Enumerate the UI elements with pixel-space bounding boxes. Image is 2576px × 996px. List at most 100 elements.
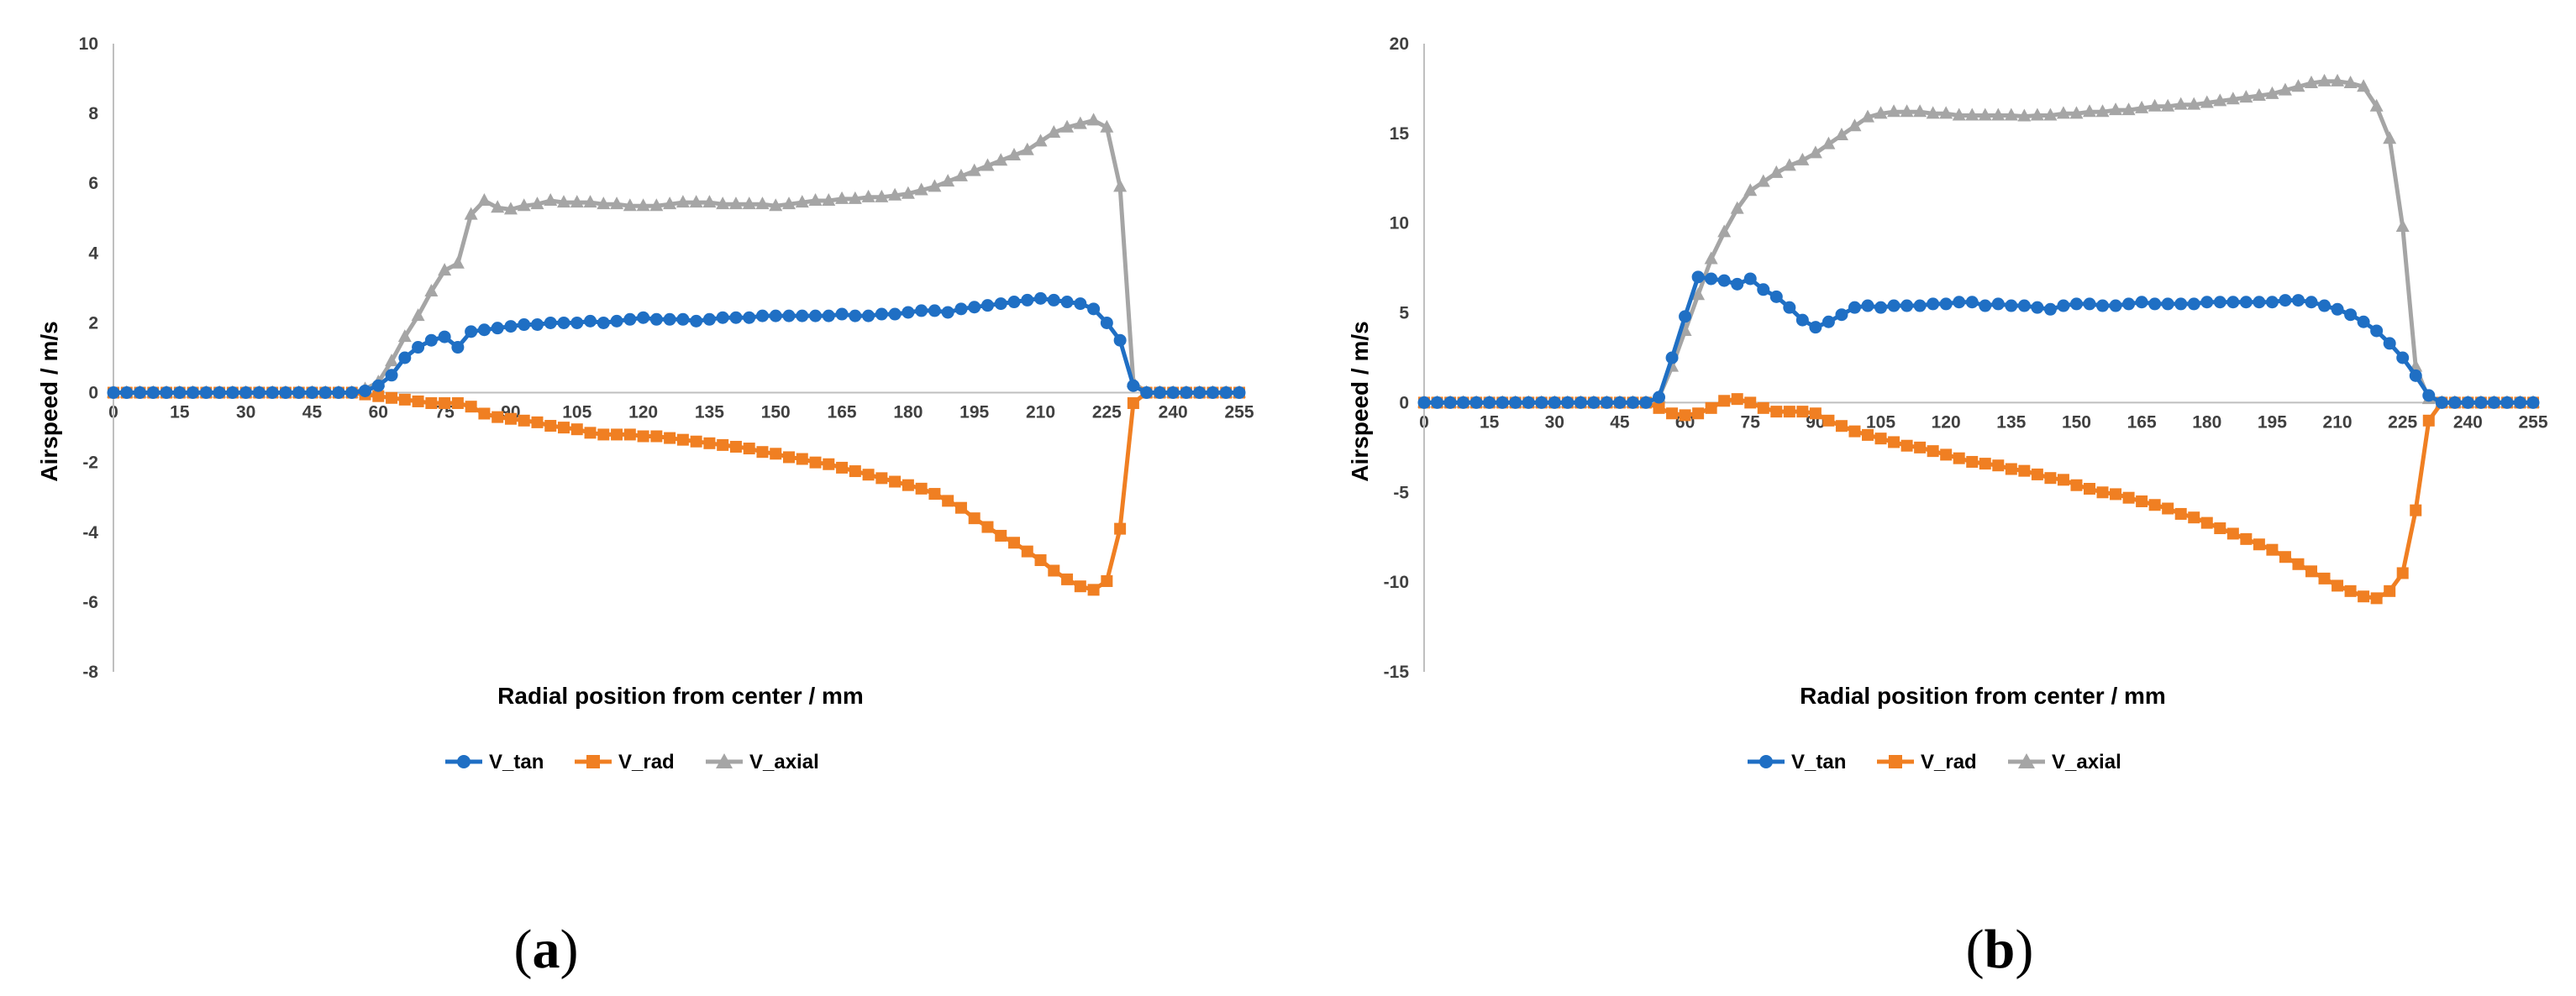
data-point bbox=[2448, 396, 2462, 409]
data-point bbox=[239, 386, 253, 400]
data-point bbox=[1769, 165, 1784, 178]
data-point bbox=[1060, 296, 1074, 309]
data-point bbox=[914, 182, 928, 196]
data-point bbox=[861, 189, 875, 202]
data-point bbox=[544, 420, 557, 432]
data-point bbox=[2317, 73, 2332, 86]
x-tick-label: 240 bbox=[2453, 412, 2483, 432]
data-point bbox=[1705, 272, 1718, 286]
data-point bbox=[386, 391, 398, 404]
x-tick-label: 135 bbox=[1996, 412, 2026, 432]
data-point bbox=[1600, 396, 1613, 409]
data-point bbox=[530, 318, 544, 332]
data-point bbox=[2396, 351, 2410, 364]
y-tick-label: -15 bbox=[1384, 663, 1410, 682]
data-point bbox=[2110, 488, 2122, 501]
data-point bbox=[1978, 107, 1992, 121]
series-v-axial bbox=[107, 113, 1246, 398]
data-point bbox=[2017, 299, 2031, 312]
data-point bbox=[1140, 386, 1154, 400]
data-point bbox=[1665, 351, 1679, 364]
x-tick-label: 210 bbox=[1026, 403, 1055, 422]
data-point bbox=[1861, 109, 1874, 123]
data-point bbox=[1691, 287, 1706, 301]
data-point bbox=[1561, 396, 1575, 409]
x-axis-title: Radial position from center / mm bbox=[1800, 683, 2166, 709]
data-point bbox=[2017, 108, 2032, 122]
data-point bbox=[676, 312, 690, 326]
data-point bbox=[2200, 516, 2213, 529]
data-point bbox=[2331, 302, 2344, 316]
data-point bbox=[1113, 179, 1128, 192]
data-point bbox=[2383, 131, 2397, 144]
data-point bbox=[1691, 270, 1705, 284]
data-point bbox=[1087, 302, 1101, 316]
data-point bbox=[702, 312, 716, 326]
legend-marker-v-tan bbox=[457, 755, 471, 768]
data-point bbox=[371, 379, 385, 392]
data-point bbox=[888, 187, 902, 201]
data-point bbox=[1718, 395, 1731, 407]
data-point bbox=[649, 312, 663, 326]
data-point bbox=[531, 416, 544, 428]
data-point bbox=[2174, 97, 2188, 110]
data-point bbox=[1166, 386, 1180, 400]
data-point bbox=[478, 407, 491, 420]
data-point bbox=[1233, 386, 1246, 400]
data-point bbox=[862, 309, 875, 322]
series-v-tan bbox=[107, 291, 1246, 400]
data-point bbox=[504, 412, 517, 425]
data-point bbox=[451, 341, 465, 354]
data-point bbox=[544, 193, 558, 206]
data-point bbox=[1443, 396, 1457, 409]
data-point bbox=[1034, 554, 1047, 567]
data-point bbox=[504, 320, 518, 333]
data-point bbox=[915, 482, 928, 495]
data-point bbox=[1952, 107, 1966, 121]
data-point bbox=[610, 314, 623, 328]
data-point bbox=[570, 423, 583, 436]
y-tick-label: -8 bbox=[82, 663, 98, 682]
y-tick-label: -5 bbox=[1393, 483, 1409, 502]
data-point bbox=[2435, 396, 2448, 409]
data-point bbox=[1913, 299, 1927, 312]
y-tick-label: 15 bbox=[1390, 124, 1410, 144]
data-point bbox=[1483, 396, 1496, 409]
data-point bbox=[439, 397, 451, 410]
data-point bbox=[517, 198, 531, 212]
data-point bbox=[1769, 290, 1783, 303]
data-point bbox=[623, 428, 636, 441]
data-point bbox=[743, 443, 755, 455]
data-point bbox=[980, 299, 994, 312]
data-point bbox=[2057, 299, 2070, 312]
data-point bbox=[1953, 296, 1966, 309]
data-point bbox=[1861, 299, 1874, 312]
data-point bbox=[690, 314, 703, 328]
data-point bbox=[372, 390, 385, 402]
data-point bbox=[1743, 183, 1758, 197]
data-point bbox=[981, 521, 994, 533]
data-point bbox=[2187, 97, 2201, 110]
data-point bbox=[649, 198, 664, 212]
x-tick-label: 105 bbox=[1866, 412, 1895, 432]
y-tick-label: 10 bbox=[1390, 214, 1409, 233]
y-tick-label: -10 bbox=[1384, 573, 1409, 592]
data-point bbox=[2044, 472, 2057, 485]
data-point bbox=[1914, 441, 1927, 453]
y-tick-label: 2 bbox=[88, 313, 98, 333]
data-point bbox=[1127, 397, 1139, 410]
y-tick-label: 5 bbox=[1399, 304, 1409, 323]
data-point bbox=[716, 197, 730, 210]
x-tick-label: 150 bbox=[761, 403, 791, 422]
data-point bbox=[345, 386, 359, 400]
data-point bbox=[385, 354, 399, 367]
data-point bbox=[597, 428, 610, 441]
data-point bbox=[1639, 396, 1653, 409]
data-point bbox=[120, 386, 134, 400]
data-point bbox=[2265, 296, 2279, 309]
data-point bbox=[160, 386, 173, 400]
data-point bbox=[2358, 590, 2370, 603]
data-point bbox=[663, 197, 677, 210]
data-point bbox=[2226, 527, 2239, 540]
